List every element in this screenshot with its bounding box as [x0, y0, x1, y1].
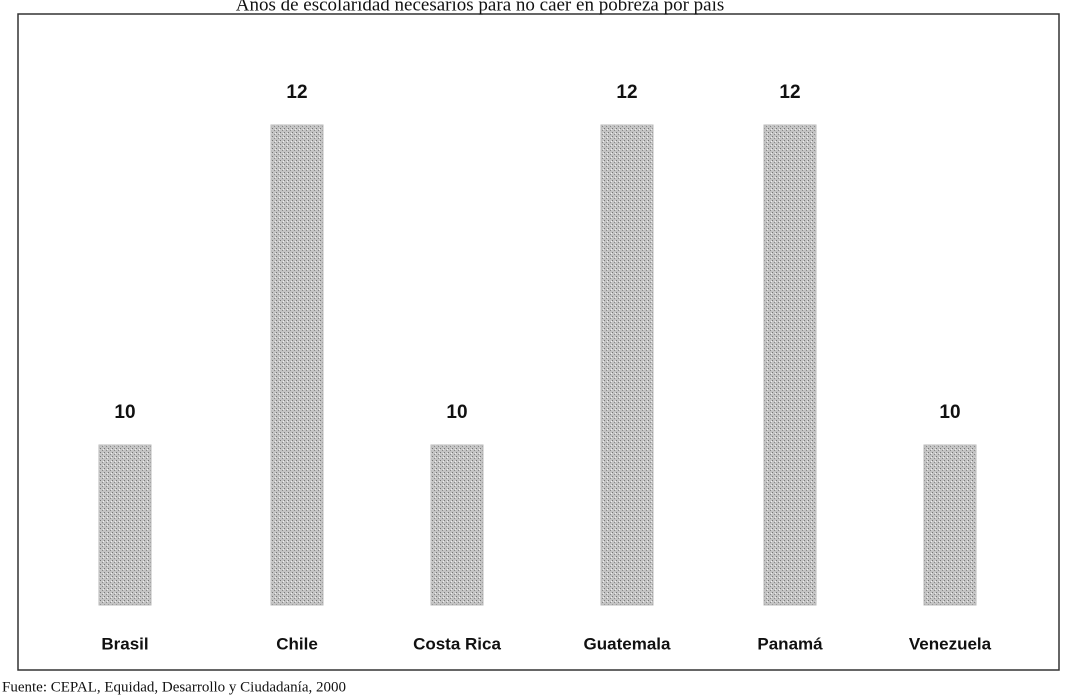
bar: [98, 444, 152, 606]
bar: [270, 124, 324, 606]
chart-title: Años de escolaridad necesarios para no c…: [236, 0, 725, 15]
data-label: 10: [939, 402, 960, 423]
data-label: 12: [616, 82, 637, 103]
bar: [600, 124, 654, 606]
x-tick-label: Chile: [276, 634, 318, 653]
x-tick-label: Guatemala: [584, 634, 671, 653]
data-label: 12: [779, 82, 800, 103]
bar: [763, 124, 817, 606]
bar: [923, 444, 977, 606]
data-label: 12: [286, 82, 307, 103]
x-tick-label: Panamá: [757, 634, 823, 653]
bar: [430, 444, 484, 606]
data-label: 10: [446, 402, 467, 423]
x-tick-label: Costa Rica: [413, 634, 501, 653]
x-tick-label: Venezuela: [909, 634, 992, 653]
data-label: 10: [114, 402, 135, 423]
x-tick-label: Brasil: [101, 634, 148, 653]
source-note: Fuente: CEPAL, Equidad, Desarrollo y Ciu…: [2, 679, 346, 695]
frame: [17, 13, 1060, 671]
